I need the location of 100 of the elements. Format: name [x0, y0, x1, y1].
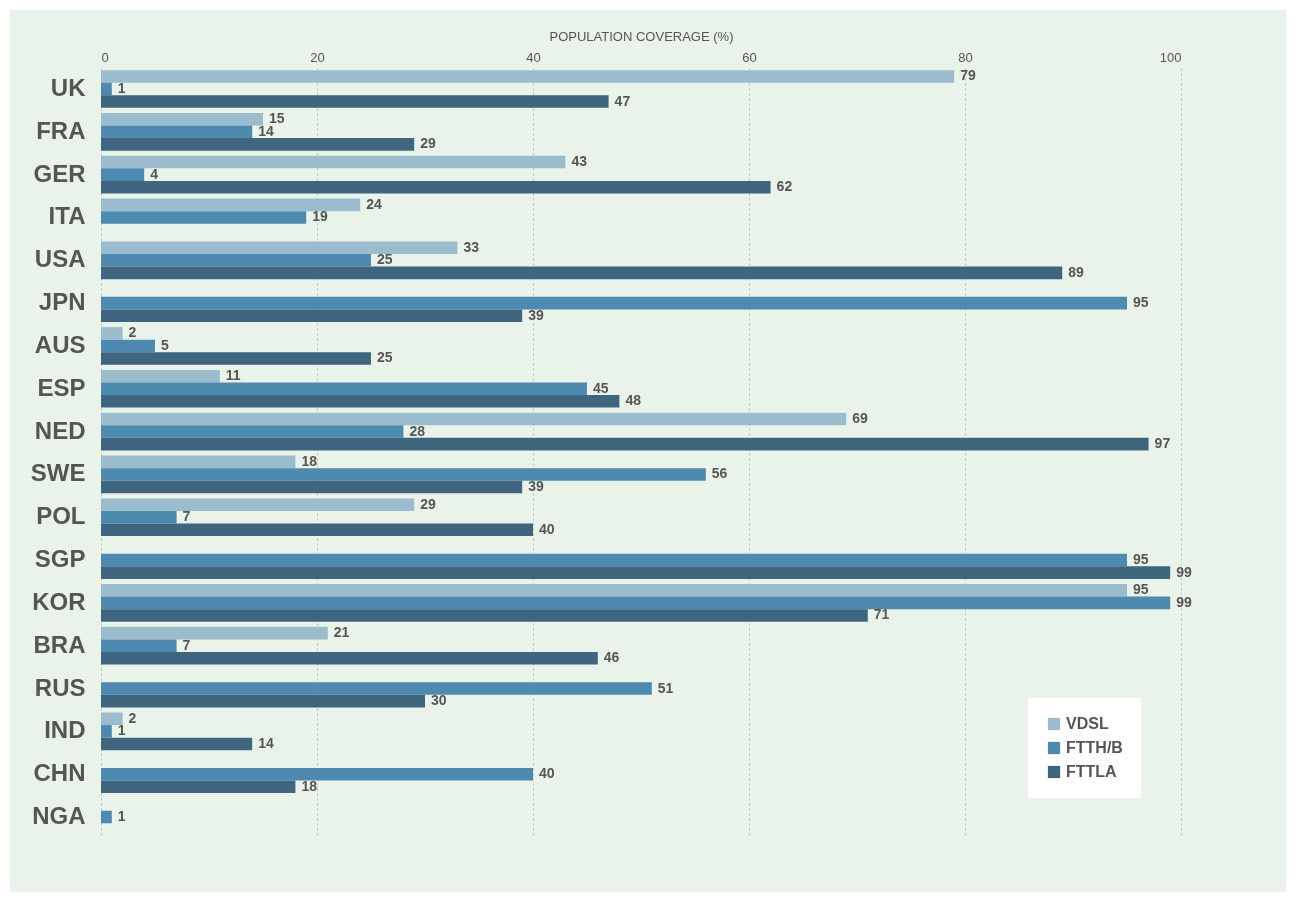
- y-tick-label: CHN: [33, 759, 86, 787]
- data-label: 1: [117, 808, 126, 825]
- bar: [101, 339, 155, 353]
- bar: [101, 498, 415, 511]
- data-label: 40: [539, 520, 555, 537]
- data-label: 24: [366, 195, 382, 212]
- bar: [101, 780, 296, 794]
- data-label: 43: [571, 153, 588, 170]
- y-tick-label: RUS: [34, 673, 86, 701]
- bar: [101, 737, 253, 751]
- data-label: 89: [1068, 263, 1084, 280]
- x-tick-label: 0: [101, 49, 109, 65]
- y-tick-label: GER: [33, 159, 86, 187]
- bar: [101, 553, 1127, 567]
- y-tick-label: NGA: [32, 802, 86, 830]
- y-tick-label: POL: [36, 502, 86, 530]
- bar: [101, 395, 620, 408]
- bar: [101, 82, 112, 96]
- data-label: 47: [614, 92, 631, 109]
- y-tick-label: JPN: [38, 288, 86, 316]
- data-label: 28: [409, 422, 426, 439]
- legend-label: VDSL: [1066, 715, 1109, 732]
- bar: [101, 425, 404, 438]
- bar: [101, 266, 1063, 280]
- data-label: 48: [625, 392, 642, 409]
- x-tick-label: 60: [742, 49, 757, 65]
- y-tick-label: ITA: [48, 202, 86, 230]
- bar: [101, 70, 955, 83]
- bar: [101, 125, 253, 139]
- bar: [101, 138, 415, 151]
- data-label: 4: [150, 165, 159, 182]
- data-label: 29: [420, 135, 436, 152]
- bar: [101, 241, 458, 254]
- data-label: 19: [312, 208, 328, 225]
- bar: [101, 639, 177, 652]
- data-label: 39: [528, 306, 544, 323]
- bar: [101, 712, 123, 726]
- bar: [101, 254, 371, 267]
- data-label: 18: [301, 777, 318, 794]
- data-label: 95: [1133, 294, 1149, 311]
- bar: [101, 682, 652, 695]
- bar: [101, 480, 523, 494]
- data-label: 11: [225, 367, 241, 384]
- data-label: 21: [333, 624, 350, 641]
- data-label: 69: [852, 410, 868, 427]
- data-label: 2: [128, 709, 137, 726]
- data-label: 2: [128, 324, 137, 341]
- data-label: 29: [420, 495, 436, 512]
- data-label: 97: [1154, 435, 1171, 452]
- y-tick-label: BRA: [33, 630, 86, 658]
- bar: [101, 468, 706, 481]
- bar: [101, 584, 1127, 597]
- data-label: 14: [258, 734, 274, 751]
- bar: [101, 626, 328, 640]
- data-label: 33: [463, 238, 480, 255]
- y-tick-label: SWE: [30, 459, 86, 487]
- data-label: 1: [117, 79, 126, 96]
- x-tick-label: 80: [958, 49, 973, 65]
- bar: [101, 810, 112, 824]
- bar: [101, 510, 177, 524]
- data-label: 45: [593, 379, 609, 396]
- bar: [101, 523, 533, 537]
- bar: [101, 352, 371, 365]
- bar: [101, 725, 112, 738]
- bar: [101, 211, 307, 224]
- y-tick-label: AUS: [34, 330, 86, 358]
- bar: [101, 767, 533, 781]
- data-label: 7: [182, 636, 191, 653]
- bar: [101, 327, 123, 340]
- data-label: 30: [431, 692, 447, 709]
- data-label: 79: [960, 67, 976, 84]
- bar: [101, 437, 1149, 451]
- bar: [101, 168, 145, 181]
- legend-label: FTTLA: [1066, 763, 1118, 780]
- data-label: 99: [1176, 593, 1192, 610]
- bar: [101, 369, 220, 383]
- data-label: 56: [711, 465, 728, 482]
- x-tick-label: 40: [526, 49, 541, 65]
- bar: [101, 382, 587, 396]
- bar: [101, 566, 1171, 579]
- y-tick-label: IND: [44, 716, 86, 744]
- data-label: 39: [528, 477, 544, 494]
- bar: [101, 652, 598, 665]
- bar: [101, 95, 609, 108]
- bar: [101, 180, 771, 194]
- y-tick-label: UK: [50, 73, 87, 101]
- data-label: 99: [1176, 563, 1192, 580]
- x-tick-label: 100: [1159, 49, 1182, 65]
- data-label: 25: [377, 349, 393, 366]
- legend-label: FTTH/B: [1066, 739, 1123, 756]
- data-label: 5: [161, 336, 169, 353]
- data-label: 95: [1133, 551, 1149, 568]
- x-axis-title: POPULATION COVERAGE (%): [549, 28, 734, 44]
- bar: [101, 155, 566, 169]
- data-label: 7: [182, 508, 191, 525]
- bar: [101, 596, 1171, 610]
- data-label: 51: [657, 679, 674, 696]
- bar: [101, 694, 425, 708]
- bar: [101, 296, 1127, 310]
- bar: [101, 455, 296, 469]
